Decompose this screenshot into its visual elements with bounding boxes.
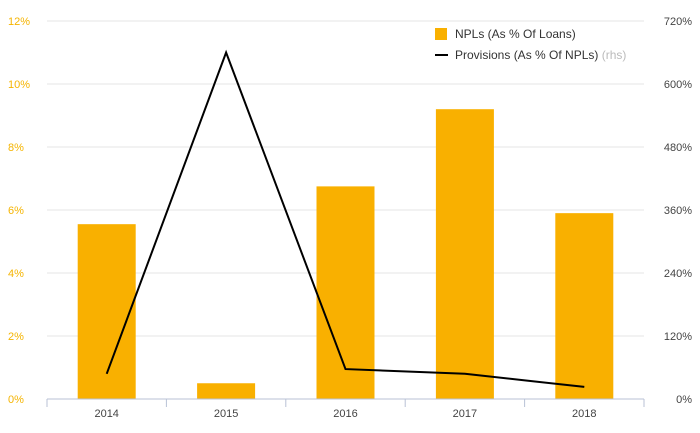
y-right-tick-label: 600% [664,79,692,91]
y-left-tick-label: 0% [8,394,24,406]
axes: 0% 0% 2% 120% 4% 240% 6% 360% 8% 480% 10% 600% 12% 72… [8,16,692,420]
y-right-tick-label: 480% [664,142,692,154]
y-left-tick-label: 12% [8,16,30,28]
legend-label-rhs: (rhs) [602,48,627,62]
bar [197,383,256,399]
x-tick-label: 2015 [214,408,238,420]
line-series [105,49,585,388]
bar [435,109,494,399]
y-right-tick-label: 120% [664,331,692,343]
y-left-tick-label: 10% [8,79,30,91]
x-tick-label: 2017 [453,408,477,420]
y-right-tick-label: 360% [664,205,692,217]
y-right-tick-label: 240% [664,268,692,280]
x-tick-label: 2014 [94,408,118,420]
bar [77,224,136,399]
legend: NPLs (As % Of Loans) Provisions (As % Of… [435,27,626,62]
x-tick-label: 2018 [572,408,596,420]
legend-label-provisions: Provisions (As % Of NPLs) (rhs) [455,48,626,62]
legend-swatch-npls [435,28,447,40]
y-left-tick-label: 2% [8,331,24,343]
y-right-tick-label: 0% [676,394,692,406]
legend-label-npls: NPLs (As % Of Loans) [455,27,576,41]
y-left-tick-label: 8% [8,142,24,154]
bar-series [77,109,614,399]
bar [316,186,375,399]
y-right-tick-label: 720% [664,16,692,28]
y-left-tick-label: 4% [8,268,24,280]
x-tick-label: 2016 [333,408,357,420]
provisions-line [105,49,585,388]
y-left-tick-label: 6% [8,205,24,217]
legend-label-provisions-name: Provisions (As % Of NPLs) [455,48,598,62]
bar [555,213,614,399]
